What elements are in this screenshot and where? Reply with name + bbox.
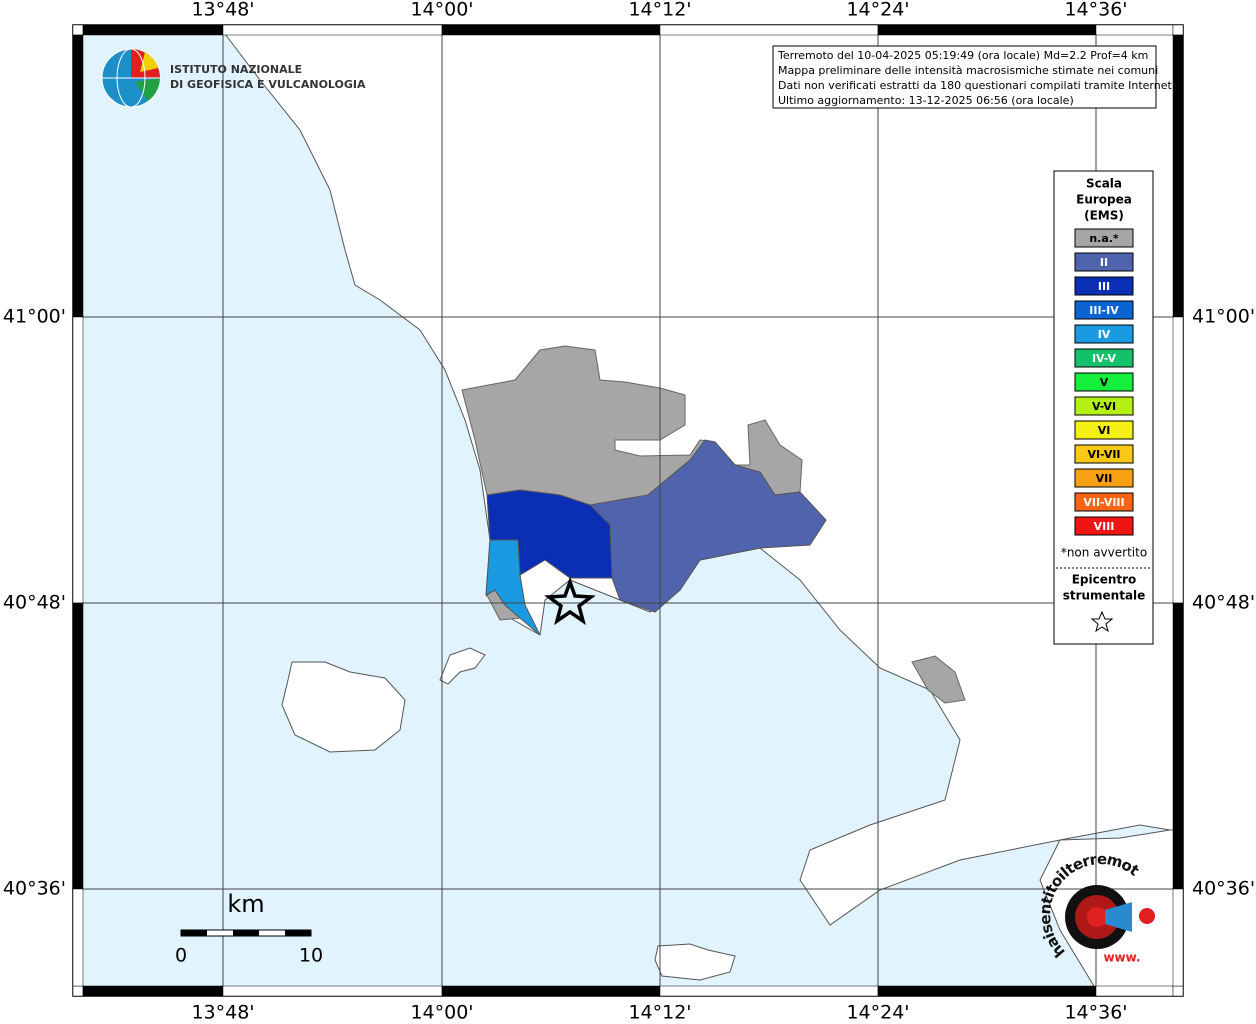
frame-bar [72, 985, 84, 997]
legend-label: V-VI [1092, 400, 1116, 413]
frame-bar [72, 888, 84, 987]
x-axis-label: 14°24' [846, 0, 909, 21]
frame-bar [1172, 24, 1184, 36]
scale-unit: km [227, 890, 264, 918]
scale-label: 0 [175, 945, 187, 967]
legend-note: *non avvertito [1061, 546, 1147, 560]
frame-bar [222, 24, 443, 36]
legend-title: Europea [1076, 193, 1132, 207]
x-axis-label: 14°12' [628, 0, 691, 21]
frame-bar [441, 24, 661, 36]
legend-label: IV [1098, 328, 1111, 341]
legend-swatch [1074, 276, 1134, 296]
legend-epicenter: Epicentro [1072, 573, 1137, 587]
frame-bar [72, 24, 84, 36]
x-axis-label: 14°36' [1064, 1002, 1127, 1024]
frame-bar [1172, 34, 1184, 318]
region-iv [485, 539, 541, 636]
y-axis-label: 40°36' [3, 878, 66, 900]
legend-label: VII [1096, 472, 1113, 485]
legend-swatch [1074, 300, 1134, 320]
legend-swatch [1074, 372, 1134, 392]
frame-bar [441, 985, 661, 997]
legend-label: VI-VII [1087, 448, 1120, 461]
site-logo-www: www. [1103, 951, 1140, 965]
legend-label: VII-VIII [1083, 496, 1124, 509]
legend-label: III-IV [1089, 304, 1119, 317]
legend-label: n.a.* [1089, 232, 1119, 245]
x-axis-label: 14°12' [628, 1002, 691, 1024]
legend-label: IV-V [1092, 352, 1117, 365]
frame-bar [72, 316, 84, 604]
legend-label: VIII [1094, 520, 1115, 533]
frame-bar [82, 985, 224, 997]
frame-bar [1095, 24, 1174, 36]
y-axis-label: 40°48' [1192, 592, 1255, 614]
frame-bar [1172, 602, 1184, 890]
scale-bar: km 0 10 [175, 890, 323, 967]
region-na [911, 655, 966, 704]
legend-swatch [1074, 444, 1134, 464]
x-axis-label: 13°48' [191, 0, 254, 21]
legend-epicenter: strumentale [1063, 589, 1146, 603]
legend-swatch [1074, 348, 1134, 368]
legend-swatch [1074, 252, 1134, 272]
frame-bar [1095, 985, 1174, 997]
frame-bar [222, 985, 443, 997]
y-axis-label: 40°48' [3, 592, 66, 614]
frame-bar [72, 602, 84, 890]
x-axis-label: 14°24' [846, 1002, 909, 1024]
logo-text: ISTITUTO NAZIONALE [170, 63, 302, 76]
region-ii [588, 439, 827, 613]
x-axis-label: 14°00' [410, 0, 473, 21]
info-box [772, 45, 1157, 109]
legend-swatch [1074, 468, 1134, 488]
info-text: Terremoto del 10-04-2025 05:19:49 (ora l… [777, 49, 1175, 107]
legend-label: VI [1098, 424, 1111, 437]
legend: ScalaEuropea(EMS)n.a.*IIIIIIII-IVIVIV-VV… [1056, 177, 1151, 633]
island-capri [654, 943, 736, 981]
island-ischia [281, 661, 406, 753]
logo-text: DI GEOFISICA E VULCANOLOGIA [170, 78, 366, 91]
x-axis-label: 14°00' [410, 1002, 473, 1024]
legend-star [1090, 610, 1114, 633]
y-axis-label: 41°00' [3, 306, 66, 328]
legend-swatch [1074, 492, 1134, 512]
island-procida [439, 647, 486, 685]
legend-swatch [1074, 324, 1134, 344]
x-axis-label: 14°36' [1064, 0, 1127, 21]
y-axis-label: 41°00' [1192, 306, 1255, 328]
info-line: Mappa preliminare delle intensità macros… [778, 64, 1158, 77]
y-axis-label: 40°36' [1192, 878, 1255, 900]
scale-label: 10 [299, 945, 323, 967]
epicenter-star [544, 576, 596, 626]
info-line: Terremoto del 10-04-2025 05:19:49 (ora l… [777, 49, 1148, 62]
frame-bar [877, 985, 1097, 997]
legend-swatch [1074, 420, 1134, 440]
legend-title: Scala [1086, 177, 1122, 191]
legend-title: (EMS) [1084, 209, 1124, 223]
ingv-logo: ISTITUTO NAZIONALE DI GEOFISICA E VULCAN… [101, 48, 366, 108]
frame-bar [1172, 985, 1184, 997]
info-line: Ultimo aggiornamento: 13-12-2025 06:56 (… [778, 94, 1074, 107]
frame-bar [1172, 316, 1184, 604]
frame-bar [659, 24, 879, 36]
legend-label: V [1100, 376, 1109, 389]
legend-swatch [1074, 396, 1134, 416]
frame-bars [72, 24, 1184, 997]
frame-bar [877, 24, 1097, 36]
frame-bar [659, 985, 879, 997]
legend-swatch [1074, 228, 1134, 248]
x-axis-label: 13°48' [191, 1002, 254, 1024]
legend-label: II [1100, 256, 1108, 269]
legend-label: III [1098, 280, 1110, 293]
frame-bar [1172, 888, 1184, 987]
frame-bar [82, 24, 224, 36]
info-line: Dati non verificati estratti da 180 ques… [778, 79, 1175, 92]
legend-swatch [1074, 516, 1134, 536]
frame-bar [72, 34, 84, 318]
